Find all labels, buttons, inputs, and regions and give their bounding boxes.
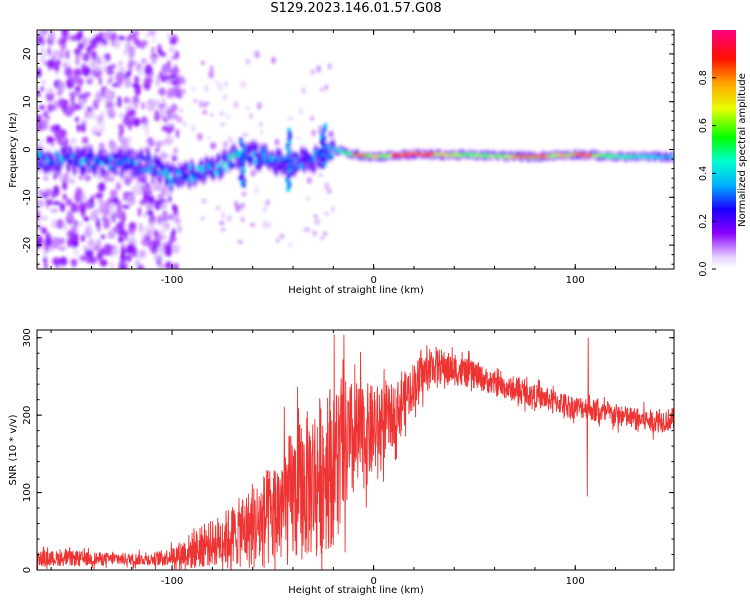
spectrogram-image [37, 30, 674, 269]
figure-title: S129.2023.146.01.57.G08 [270, 1, 442, 16]
colorbar-tick-label: 0.2 [698, 214, 709, 229]
spectrogram-xtick-label: -100 [161, 275, 184, 286]
colorbar: 0.0 0.2 0.4 0.6 0.8 Normalized spectral ampl… [698, 30, 748, 277]
snr-ytick-label: 200 [22, 406, 33, 425]
snr-panel: -100 0 100 0 100 200 300 Height of straight li… [8, 328, 675, 596]
snr-frame [36, 329, 675, 571]
colorbar-ticks: 0.0 0.2 0.4 0.6 0.8 [698, 70, 716, 277]
snr-xtick-label: 0 [370, 576, 376, 587]
spectrogram-ytick-label: 0 [22, 146, 33, 152]
spectrogram-ytick-label: 20 [22, 48, 33, 61]
snr-xtick-label: 100 [566, 576, 585, 587]
spectrogram-ytick-label: -20 [22, 237, 33, 253]
snr-axes: -100 0 100 0 100 200 300 [22, 328, 674, 587]
colorbar-label: Normalized spectral amplitude [737, 73, 748, 227]
snr-xlabel: Height of straight line (km) [288, 585, 424, 596]
snr-ytick-label: 100 [22, 483, 33, 502]
colorbar-tick-label: 0.4 [698, 166, 709, 181]
snr-series-line [37, 334, 674, 570]
colorbar-tick-label: 0.8 [698, 70, 709, 85]
colorbar-tick-label: 0.6 [698, 118, 709, 133]
spectrogram-ytick-label: -10 [22, 189, 33, 205]
snr-ytick-label: 300 [22, 328, 33, 347]
snr-xtick-label: -100 [161, 576, 184, 587]
snr-ytick-label: 0 [22, 567, 33, 573]
colorbar-gradient [712, 30, 736, 269]
colorbar-tick-label: 0.0 [698, 261, 709, 276]
snr-ylabel: SNR (10 * v/v) [8, 414, 19, 485]
spectrogram-ylabel: Frequency (Hz) [8, 112, 19, 188]
spectrogram-xlabel: Height of straight line (km) [288, 285, 424, 296]
spectrogram-xtick-label: 100 [566, 275, 585, 286]
spectrogram-ytick-label: 10 [22, 95, 33, 108]
spectrogram-xtick-label: 0 [370, 275, 376, 286]
